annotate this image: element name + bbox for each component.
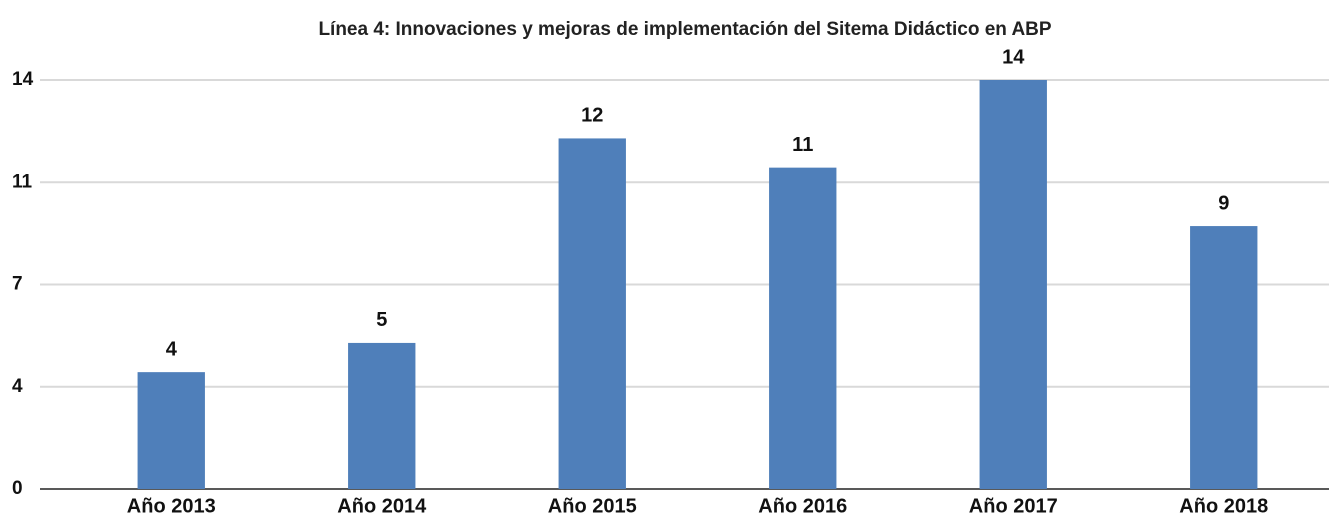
bar <box>137 372 205 489</box>
x-tick-label: Año 2013 <box>127 495 216 517</box>
bar <box>979 80 1047 489</box>
x-tick-label: Año 2015 <box>548 495 637 517</box>
x-tick-label: Año 2016 <box>758 495 847 517</box>
y-tick-label: 14 <box>12 69 34 90</box>
bar <box>1190 226 1258 490</box>
x-tick-label: Año 2018 <box>1179 495 1268 517</box>
bar <box>348 342 416 489</box>
data-label: 11 <box>792 134 813 156</box>
data-label: 5 <box>376 309 387 331</box>
bar <box>558 138 626 489</box>
data-label: 14 <box>1002 46 1025 68</box>
data-label: 12 <box>581 105 603 127</box>
y-tick-label: 4 <box>12 376 23 397</box>
x-tick-label: Año 2014 <box>337 495 427 517</box>
bar <box>769 167 837 489</box>
data-label: 4 <box>166 338 178 360</box>
data-label: 9 <box>1218 192 1229 214</box>
y-tick-label: 0 <box>12 478 23 499</box>
x-tick-label: Año 2017 <box>969 495 1058 517</box>
chart-title: Línea 4: Innovaciones y mejoras de imple… <box>318 19 1051 40</box>
y-tick-label: 11 <box>12 171 33 192</box>
y-tick-label: 7 <box>12 274 23 295</box>
